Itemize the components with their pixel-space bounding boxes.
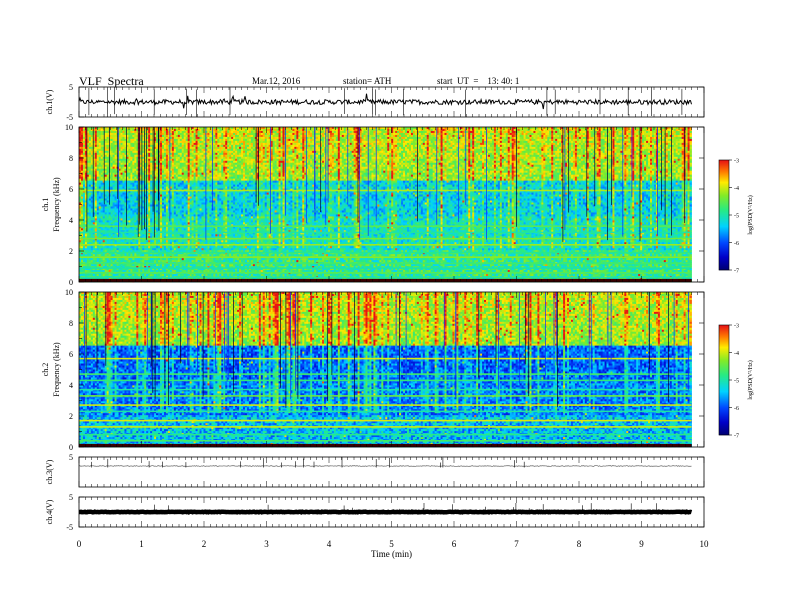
ch1-waveform-y-tick-label: 5 bbox=[69, 83, 73, 92]
ch1-waveform-line bbox=[79, 94, 692, 109]
vlf-spectra-figure: 5-5ch.1(V)-7-6-5-4-3log(PSD(V²/Hz)024681… bbox=[0, 0, 792, 612]
ch1-waveform-y-label: ch.1(V) bbox=[45, 89, 54, 114]
ch1-waveform-y-tick-label: -5 bbox=[66, 113, 73, 122]
ch1-spectrogram-heatmap bbox=[79, 127, 692, 282]
